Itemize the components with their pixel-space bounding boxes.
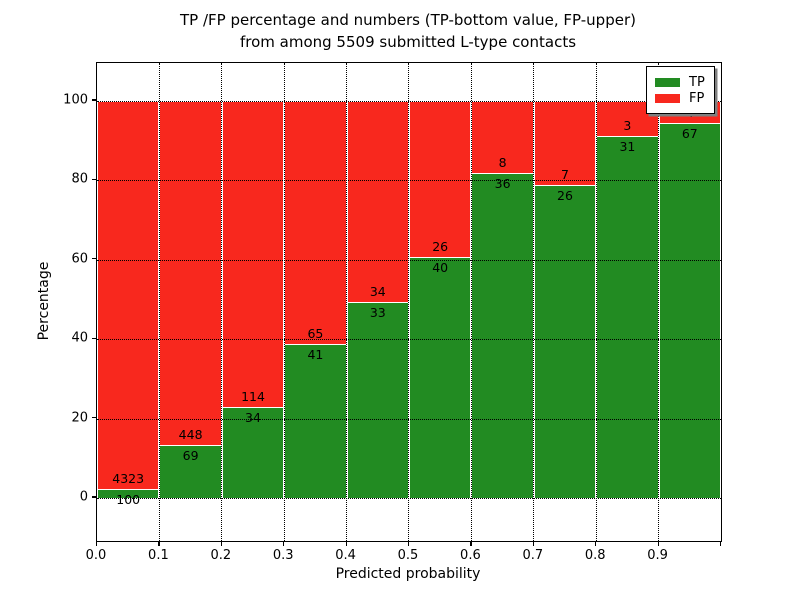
- y-axis-label: Percentage: [36, 261, 52, 341]
- tp-count-label: 40: [432, 260, 449, 276]
- fp-count-label: 114: [241, 388, 265, 404]
- y-tick-label: 100: [63, 92, 88, 108]
- y-tick-label: 40: [71, 330, 88, 346]
- fp-count-label: 3: [623, 118, 632, 133]
- tp-count-label: 33: [369, 305, 386, 321]
- y-tick-mark: [92, 496, 96, 498]
- bar-segment-tp: [346, 302, 409, 498]
- legend-item-tp: TP: [655, 75, 706, 89]
- x-tick-label: 0.4: [335, 548, 356, 563]
- bar-segment-fp: [409, 101, 472, 258]
- y-tick-label: 0: [79, 489, 88, 505]
- bar-segment-tp: [658, 123, 721, 498]
- tp-count-label: 34: [245, 409, 261, 425]
- fp-count-label: 26: [432, 239, 449, 255]
- fp-count-label: 8: [498, 155, 507, 171]
- x-tick-label: 0.6: [460, 548, 481, 563]
- x-tick-mark: [345, 541, 347, 546]
- bar-segment-tp: [596, 136, 659, 498]
- tp-count-label: 67: [681, 126, 698, 142]
- horizontal-gridline: [97, 339, 721, 341]
- horizontal-gridline: [97, 101, 721, 102]
- bar-segment-tp: [159, 445, 222, 498]
- tp-count-label: 36: [494, 176, 511, 192]
- y-tick-label: 80: [71, 171, 88, 187]
- bar-segment-fp: [346, 101, 409, 303]
- x-tick-mark: [720, 541, 722, 546]
- legend-label-fp: FP: [689, 90, 705, 106]
- y-tick-mark: [92, 417, 96, 419]
- tp-count-label: 100: [116, 492, 141, 508]
- x-tick-mark: [96, 541, 98, 546]
- chart-title: TP /FP percentage and numbers (TP-bottom…: [96, 9, 720, 53]
- fp-count-label: 7: [561, 167, 569, 183]
- vertical-gridline: [595, 63, 597, 541]
- x-tick-mark: [220, 541, 223, 546]
- x-tick-label: 0.2: [210, 548, 232, 563]
- vertical-gridline: [657, 63, 659, 541]
- horizontal-gridline: [97, 259, 721, 261]
- chart-title-line2: from among 5509 submitted L-type contact…: [239, 33, 577, 51]
- horizontal-gridline: [97, 418, 721, 420]
- bar-segment-tp: [284, 344, 347, 498]
- chart-title-line1: TP /FP percentage and numbers (TP-bottom…: [180, 11, 636, 29]
- vertical-gridline: [533, 63, 535, 541]
- bar-segment-tp: [471, 173, 534, 498]
- y-tick-mark: [92, 178, 96, 181]
- tp-count-label: 69: [182, 448, 199, 463]
- legend-label-tp: TP: [689, 74, 705, 90]
- fp-count-label: 448: [178, 427, 203, 442]
- x-tick-label: 0.1: [148, 548, 169, 563]
- x-tick-label: 0.7: [522, 548, 544, 563]
- bar-segment-fp: [284, 101, 347, 345]
- fp-count-label: 65: [307, 326, 324, 342]
- x-tick-label: 0.9: [647, 548, 668, 563]
- tp-swatch-icon: [655, 77, 680, 87]
- fp-swatch-icon: [655, 93, 680, 103]
- legend-item-fp: FP: [655, 91, 706, 105]
- fp-count-label: 4323: [112, 471, 145, 487]
- vertical-gridline: [408, 63, 410, 541]
- y-tick-mark: [92, 258, 96, 260]
- x-tick-mark: [532, 541, 535, 546]
- x-axis-label: Predicted probability: [335, 566, 481, 582]
- y-tick-label: 60: [71, 251, 88, 267]
- horizontal-gridline: [97, 498, 721, 499]
- vertical-gridline: [158, 63, 160, 541]
- horizontal-gridline: [97, 180, 721, 182]
- x-tick-mark: [470, 541, 472, 546]
- x-tick-mark: [657, 541, 659, 546]
- y-tick-label: 20: [71, 410, 88, 426]
- x-tick-mark: [158, 541, 160, 546]
- x-tick-label: 0.0: [85, 548, 107, 563]
- plot-area: 4323100448691143465413433264083672633146…: [96, 62, 722, 542]
- x-tick-label: 0.5: [397, 548, 419, 563]
- tp-count-label: 41: [307, 347, 324, 363]
- x-tick-label: 0.8: [584, 548, 606, 563]
- legend: TP FP: [646, 66, 715, 114]
- tp-count-label: 26: [557, 188, 573, 204]
- bar-segment-tp: [409, 257, 472, 498]
- vertical-gridline: [221, 63, 223, 541]
- x-tick-mark: [595, 541, 597, 546]
- bar-segment-tp: [533, 185, 597, 498]
- x-tick-mark: [283, 541, 285, 546]
- x-tick-mark: [408, 541, 410, 546]
- bar-segment-fp: [159, 101, 222, 445]
- bar-segment-fp: [97, 101, 160, 490]
- bar-segment-fp: [221, 101, 285, 407]
- vertical-gridline: [345, 63, 347, 541]
- x-tick-label: 0.3: [272, 548, 294, 563]
- y-tick-mark: [92, 99, 96, 101]
- y-tick-mark: [92, 337, 96, 339]
- fp-count-label: 34: [369, 284, 386, 300]
- tp-count-label: 31: [619, 139, 636, 154]
- vertical-gridline: [283, 63, 285, 541]
- vertical-gridline: [470, 63, 472, 541]
- bar-segment-tp: [221, 406, 285, 498]
